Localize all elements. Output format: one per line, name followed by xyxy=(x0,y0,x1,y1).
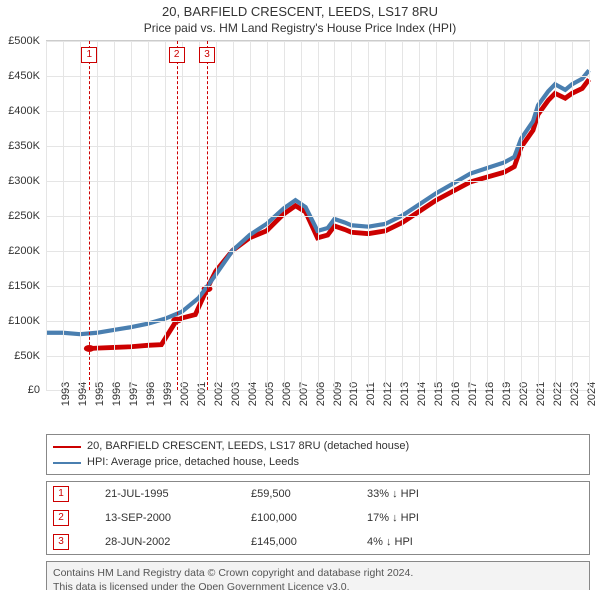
gridline-v xyxy=(233,41,234,390)
y-axis-label: £350K xyxy=(8,140,40,152)
legend-swatch xyxy=(53,462,81,464)
gridline-v xyxy=(555,41,556,390)
gridline-v xyxy=(80,41,81,390)
sales-row: 2 13-SEP-2000 £100,000 17% ↓ HPI xyxy=(47,506,589,530)
legend: 20, BARFIELD CRESCENT, LEEDS, LS17 8RU (… xyxy=(46,434,590,475)
gridline-v xyxy=(436,41,437,390)
gridline-v xyxy=(148,41,149,390)
legend-item: 20, BARFIELD CRESCENT, LEEDS, LS17 8RU (… xyxy=(53,439,583,454)
sales-row: 3 28-JUN-2002 £145,000 4% ↓ HPI xyxy=(47,530,589,554)
gridline-v xyxy=(402,41,403,390)
sales-price: £145,000 xyxy=(251,536,351,548)
gridline-v xyxy=(589,41,590,390)
gridline-v xyxy=(250,41,251,390)
gridline-v xyxy=(199,41,200,390)
y-axis-label: £50K xyxy=(14,350,40,362)
y-axis-label: £250K xyxy=(8,210,40,222)
y-axis-label: £300K xyxy=(8,175,40,187)
y-axis-label: £200K xyxy=(8,245,40,257)
y-axis-label: £100K xyxy=(8,315,40,327)
reference-badge: 2 xyxy=(169,47,185,63)
gridline-v xyxy=(46,41,47,390)
reference-line xyxy=(177,41,178,390)
gridline-v xyxy=(487,41,488,390)
legend-label: HPI: Average price, detached house, Leed… xyxy=(87,455,299,470)
y-axis-label: £450K xyxy=(8,70,40,82)
chart-title: 20, BARFIELD CRESCENT, LEEDS, LS17 8RU xyxy=(0,0,600,21)
gridline-v xyxy=(318,41,319,390)
gridline-v xyxy=(521,41,522,390)
attribution: Contains HM Land Registry data © Crown c… xyxy=(46,561,590,590)
sales-date: 13-SEP-2000 xyxy=(105,512,235,524)
gridline-v xyxy=(114,41,115,390)
gridline-v xyxy=(131,41,132,390)
sales-price: £59,500 xyxy=(251,488,351,500)
sales-date: 28-JUN-2002 xyxy=(105,536,235,548)
reference-badge: 3 xyxy=(199,47,215,63)
gridline-v xyxy=(453,41,454,390)
gridline-v xyxy=(284,41,285,390)
chart-subtitle: Price paid vs. HM Land Registry's House … xyxy=(0,21,600,41)
reference-badge: 1 xyxy=(81,47,97,63)
plot: £0£50K£100K£150K£200K£250K£300K£350K£400… xyxy=(46,40,590,390)
legend-swatch xyxy=(53,446,81,448)
sales-date: 21-JUL-1995 xyxy=(105,488,235,500)
gridline-v xyxy=(504,41,505,390)
gridline-v xyxy=(97,41,98,390)
reference-line xyxy=(89,41,90,390)
sales-badge: 2 xyxy=(53,510,69,526)
attribution-line: This data is licensed under the Open Gov… xyxy=(53,580,583,590)
gridline-v xyxy=(538,41,539,390)
x-axis-label: 2025 xyxy=(589,382,600,406)
gridline-v xyxy=(165,41,166,390)
root: { "title": "20, BARFIELD CRESCENT, LEEDS… xyxy=(0,0,600,590)
gridline-v xyxy=(385,41,386,390)
y-axis-label: £150K xyxy=(8,280,40,292)
gridline-v xyxy=(572,41,573,390)
gridline-v xyxy=(419,41,420,390)
sales-price: £100,000 xyxy=(251,512,351,524)
legend-label: 20, BARFIELD CRESCENT, LEEDS, LS17 8RU (… xyxy=(87,439,409,454)
chart-area: £0£50K£100K£150K£200K£250K£300K£350K£400… xyxy=(46,40,590,390)
y-axis-label: £400K xyxy=(8,105,40,117)
sales-delta: 4% ↓ HPI xyxy=(367,536,477,548)
y-axis-label: £0 xyxy=(28,384,40,396)
gridline-v xyxy=(216,41,217,390)
gridline-v xyxy=(334,41,335,390)
sales-delta: 33% ↓ HPI xyxy=(367,488,477,500)
gridline-v xyxy=(63,41,64,390)
gridline-v xyxy=(301,41,302,390)
y-axis-label: £500K xyxy=(8,35,40,47)
gridline-v xyxy=(182,41,183,390)
gridline-v xyxy=(470,41,471,390)
sales-delta: 17% ↓ HPI xyxy=(367,512,477,524)
legend-item: HPI: Average price, detached house, Leed… xyxy=(53,455,583,470)
sales-badge: 1 xyxy=(53,486,69,502)
attribution-line: Contains HM Land Registry data © Crown c… xyxy=(53,566,583,580)
sales-badge: 3 xyxy=(53,534,69,550)
gridline-v xyxy=(267,41,268,390)
sales-table: 1 21-JUL-1995 £59,500 33% ↓ HPI 2 13-SEP-2000… xyxy=(46,481,590,555)
gridline-v xyxy=(351,41,352,390)
reference-line xyxy=(207,41,208,390)
gridline-v xyxy=(368,41,369,390)
sales-row: 1 21-JUL-1995 £59,500 33% ↓ HPI xyxy=(47,482,589,506)
